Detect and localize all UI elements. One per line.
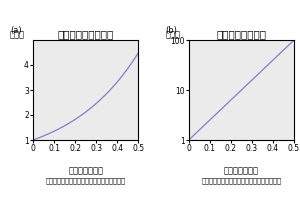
Text: (a): (a)	[10, 26, 22, 35]
Title: 経済コストの増加: 経済コストの増加	[216, 29, 266, 39]
Text: (b): (b)	[166, 26, 178, 35]
Title: 医療的コストの増加: 医療的コストの増加	[58, 29, 114, 39]
Text: （倍）: （倍）	[166, 30, 181, 39]
Text: 感染対策の遅れ: 感染対策の遅れ	[224, 166, 259, 175]
Text: （元の水準に戻るまでの時間で割ってある）: （元の水準に戻るまでの時間で割ってある）	[46, 177, 126, 184]
Text: 感染対策の遅れ: 感染対策の遅れ	[68, 166, 103, 175]
Text: （倍）: （倍）	[10, 30, 25, 39]
Text: （元の水準に戻るまでの時間で割ってある）: （元の水準に戻るまでの時間で割ってある）	[201, 177, 281, 184]
